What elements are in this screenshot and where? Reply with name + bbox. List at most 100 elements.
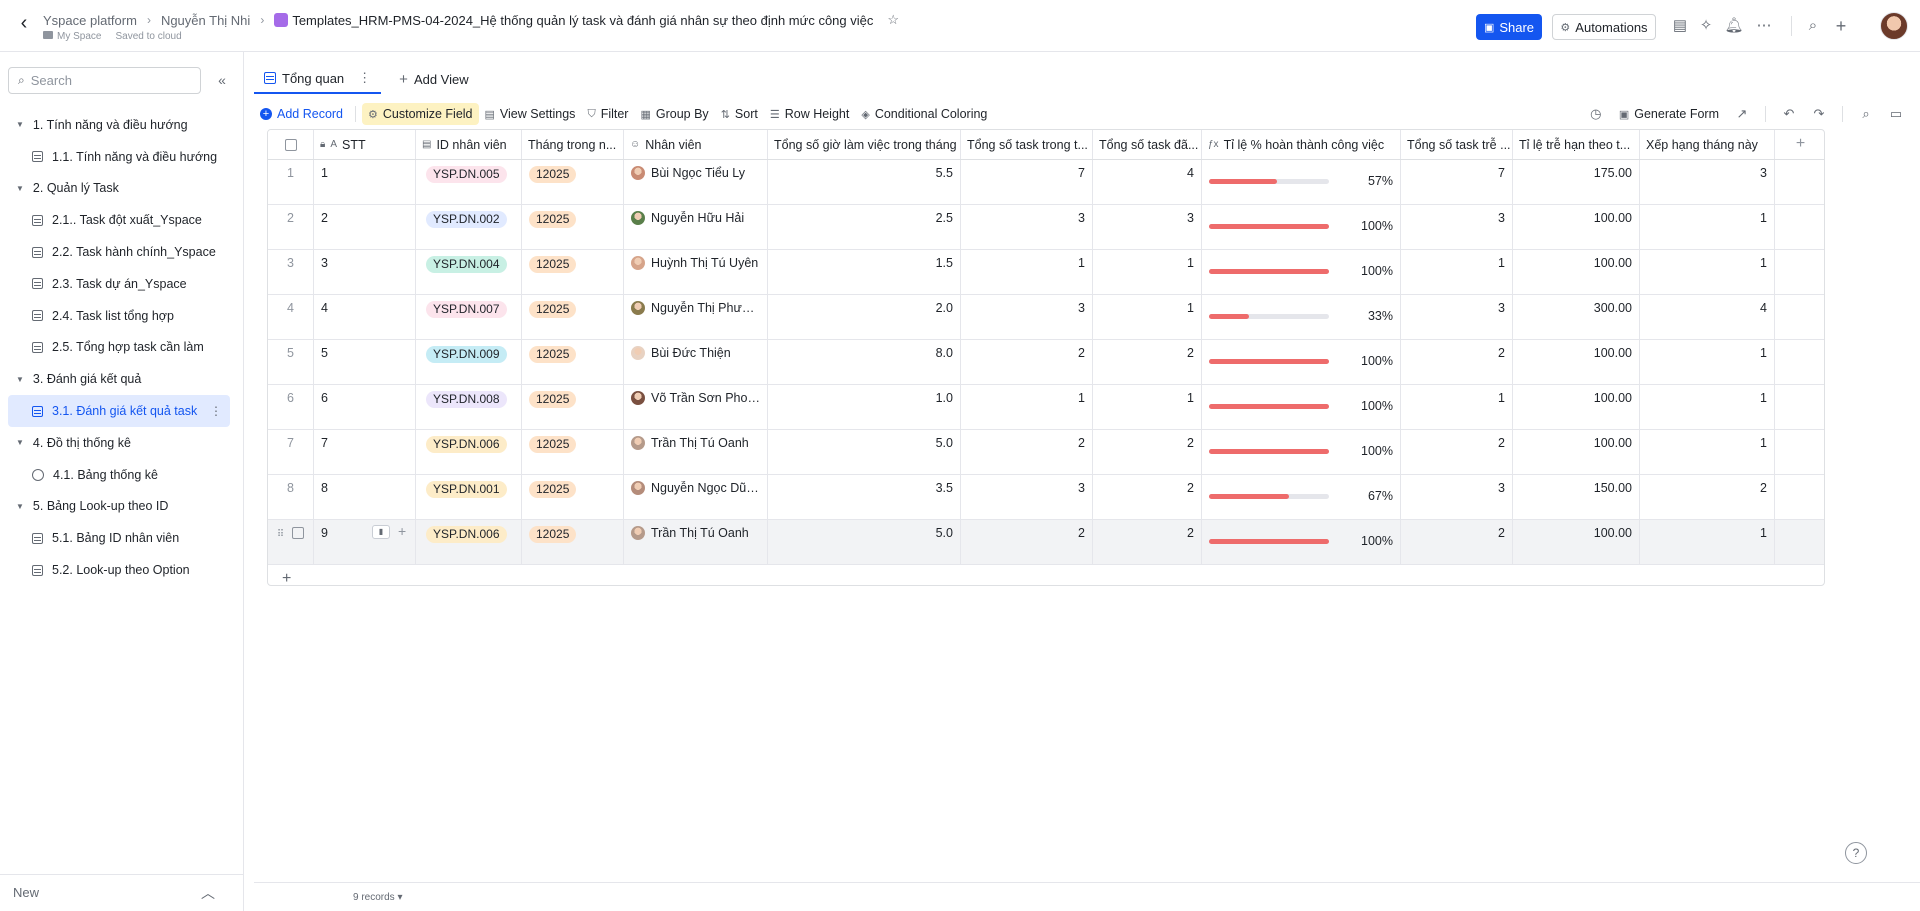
comment-icon[interactable]: ▭ <box>1889 106 1903 121</box>
document-icon[interactable]: ▤ <box>1672 17 1688 34</box>
table-cell-stt[interactable]: 6 <box>314 385 416 429</box>
table-cell-month[interactable]: 12025 <box>522 250 624 294</box>
plus-icon[interactable]: + <box>398 523 407 539</box>
table-cell-stt[interactable]: 7 <box>314 430 416 474</box>
table-cell-late[interactable]: 3 <box>1401 475 1513 519</box>
collapse-sidebar-icon[interactable]: « <box>218 72 226 88</box>
table-cell-hours[interactable]: 5.0 <box>768 430 961 474</box>
column-header-done[interactable]: Tổng số task đã... <box>1093 130 1202 159</box>
table-cell-name[interactable]: Nguyễn Ngọc Dũng <box>624 475 768 519</box>
table-cell-hours[interactable]: 1.5 <box>768 250 961 294</box>
table-cell-late[interactable]: 3 <box>1401 205 1513 249</box>
drag-handle-icon[interactable]: ⠿ <box>276 529 285 540</box>
table-cell-pct[interactable]: 67% <box>1202 475 1401 519</box>
table-row[interactable]: ⠿ 9 ▮ + YSP.DN.006 12025 Trần Thị Tú Oanh 5.0 2 2… <box>268 520 1824 565</box>
table-cell-late-rate[interactable]: 150.00 <box>1513 475 1640 519</box>
table-cell-late[interactable]: 1 <box>1401 250 1513 294</box>
table-cell-month[interactable]: 12025 <box>522 430 624 474</box>
conditional-coloring-button[interactable]: ◈ Conditional Coloring <box>855 103 993 125</box>
table-cell-idx[interactable]: 2 <box>268 205 314 249</box>
table-cell-month[interactable]: 12025 <box>522 205 624 249</box>
table-cell-hours[interactable]: 1.0 <box>768 385 961 429</box>
table-cell-done[interactable]: 4 <box>1093 160 1202 204</box>
table-cell-done[interactable]: 2 <box>1093 520 1202 564</box>
column-header-tasks[interactable]: Tổng số task trong t... <box>961 130 1093 159</box>
table-cell-name[interactable]: Nguyễn Thị Phương... <box>624 295 768 339</box>
table-cell-month[interactable]: 12025 <box>522 295 624 339</box>
group-by-button[interactable]: ▦ Group By <box>634 103 714 125</box>
table-cell-tasks[interactable]: 7 <box>961 160 1093 204</box>
more-icon[interactable]: ⋮ <box>358 70 372 85</box>
table-cell-rank[interactable]: 3 <box>1640 160 1775 204</box>
table-cell-stt[interactable]: 3 <box>314 250 416 294</box>
table-cell-name[interactable]: Bùi Ngọc Tiểu Ly <box>624 160 768 204</box>
table-cell-done[interactable]: 1 <box>1093 385 1202 429</box>
table-cell-rank[interactable]: 4 <box>1640 295 1775 339</box>
table-cell-late-rate[interactable]: 175.00 <box>1513 160 1640 204</box>
table-cell-idx[interactable]: 5 <box>268 340 314 384</box>
add-icon[interactable]: + <box>1835 16 1847 36</box>
table-cell-idx[interactable]: 3 <box>268 250 314 294</box>
table-cell-late[interactable]: 3 <box>1401 295 1513 339</box>
search-box[interactable]: ⌕ <box>8 67 201 94</box>
table-cell-stt[interactable]: 4 <box>314 295 416 339</box>
customize-field-button[interactable]: ⚙ Customize Field <box>362 103 479 125</box>
add-row-button[interactable]: + <box>268 565 1775 585</box>
table-cell-id[interactable]: YSP.DN.005 <box>416 160 522 204</box>
table-cell-late[interactable]: 2 <box>1401 430 1513 474</box>
table-row[interactable]: 6 6 YSP.DN.008 12025 Võ Trần Sơn Phong 1.0 1 1 1… <box>268 385 1824 430</box>
chevron-up-icon[interactable]: ︿ <box>201 885 215 901</box>
filter-button[interactable]: ⛉ Filter <box>581 103 634 125</box>
document-title[interactable]: Templates_HRM-PMS-04-2024_Hệ thống quản … <box>274 12 873 28</box>
table-row[interactable]: 8 8 YSP.DN.001 12025 Nguyễn Ngọc Dũng 3.5 3 2 67… <box>268 475 1824 520</box>
table-cell-id[interactable]: YSP.DN.004 <box>416 250 522 294</box>
table-cell-tasks[interactable]: 1 <box>961 250 1093 294</box>
table-cell-done[interactable]: 2 <box>1093 475 1202 519</box>
table-cell-pct[interactable]: 100% <box>1202 520 1401 564</box>
table-cell-stt[interactable]: 8 <box>314 475 416 519</box>
sidebar-item[interactable]: 2.2. Task hành chính_Yspace <box>8 236 230 268</box>
table-cell-rank[interactable]: 1 <box>1640 430 1775 474</box>
generate-form-button[interactable]: ▣ Generate Form <box>1613 103 1725 125</box>
sidebar-item[interactable]: 2.3. Task dự án_Yspace <box>8 268 230 300</box>
undo-icon[interactable]: ↶ <box>1783 106 1795 121</box>
column-header-hours[interactable]: Tổng số giờ làm việc trong tháng <box>768 130 961 159</box>
row-checkbox[interactable] <box>292 527 305 539</box>
sidebar-item[interactable]: 1.1. Tính năng và điều hướng <box>8 141 230 173</box>
breadcrumb-owner[interactable]: Nguyễn Thị Nhi <box>160 12 251 28</box>
table-cell-id[interactable]: YSP.DN.007 <box>416 295 522 339</box>
column-header-late[interactable]: Tổng số task trễ ... <box>1401 130 1513 159</box>
table-cell-pct[interactable]: 57% <box>1202 160 1401 204</box>
sidebar-item[interactable]: 5.1. Bảng ID nhân viên <box>8 522 230 554</box>
table-cell-rank[interactable]: 1 <box>1640 385 1775 429</box>
table-cell-late-rate[interactable]: 100.00 <box>1513 250 1640 294</box>
more-icon[interactable]: ⋮ <box>210 404 222 419</box>
table-cell-pct[interactable]: 33% <box>1202 295 1401 339</box>
table-cell-rank[interactable]: 1 <box>1640 340 1775 384</box>
automations-button[interactable]: ⚙ Automations <box>1552 14 1656 40</box>
table-cell-idx[interactable]: 7 <box>268 430 314 474</box>
table-cell-stt[interactable]: 2 <box>314 205 416 249</box>
table-cell-stt[interactable]: 1 <box>314 160 416 204</box>
table-cell-rank[interactable]: 1 <box>1640 520 1775 564</box>
table-cell-idx[interactable]: 8 <box>268 475 314 519</box>
add-record-button[interactable]: + Add Record <box>254 103 349 125</box>
table-cell-late-rate[interactable]: 100.00 <box>1513 205 1640 249</box>
table-cell-rank[interactable]: 2 <box>1640 475 1775 519</box>
sidebar-item[interactable]: 2.4. Task list tổng hợp <box>8 300 230 332</box>
column-header-id[interactable]: ▤ ID nhân viên <box>416 130 522 159</box>
table-cell-tasks[interactable]: 3 <box>961 205 1093 249</box>
sidebar-group-3[interactable]: ▼ 3. Đánh giá kết quả <box>8 363 230 395</box>
table-cell-name[interactable]: Trần Thị Tú Oanh <box>624 520 768 564</box>
column-header-stt[interactable]: 🔒︎ A STT <box>314 130 416 159</box>
table-cell-name[interactable]: Huỳnh Thị Tú Uyên <box>624 250 768 294</box>
back-arrow-icon[interactable]: ‹ <box>20 12 28 34</box>
table-cell-late-rate[interactable]: 100.00 <box>1513 430 1640 474</box>
table-cell-hours[interactable]: 8.0 <box>768 340 961 384</box>
table-cell-idx[interactable]: 6 <box>268 385 314 429</box>
view-settings-button[interactable]: ▤ View Settings <box>479 103 582 125</box>
table-cell-pct[interactable]: 100% <box>1202 205 1401 249</box>
star-icon[interactable]: ☆ <box>887 12 900 27</box>
sidebar-item[interactable]: 5.2. Look-up theo Option <box>8 554 230 586</box>
redo-icon[interactable]: ↷ <box>1813 106 1825 121</box>
